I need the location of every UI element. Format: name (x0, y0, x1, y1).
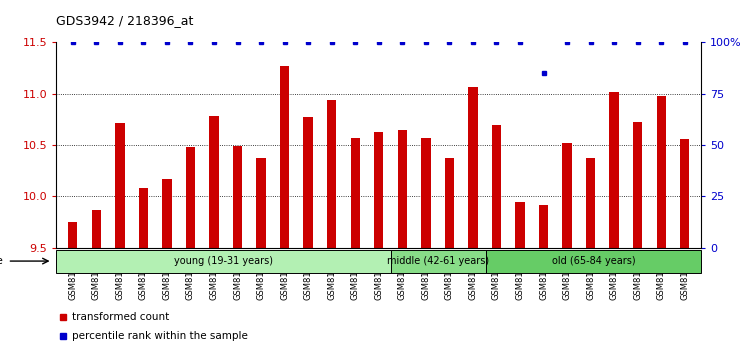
Text: old (65-84 years): old (65-84 years) (552, 256, 635, 266)
Bar (327, 100, 337, 248)
Bar (374, 132, 383, 248)
Bar (115, 122, 125, 248)
Bar (139, 188, 148, 248)
Bar (586, 159, 596, 248)
Bar (186, 147, 195, 248)
Text: age: age (0, 256, 4, 266)
Bar (232, 146, 242, 248)
Bar (92, 210, 101, 248)
Bar (421, 138, 430, 248)
Bar (398, 130, 407, 248)
Bar (562, 143, 572, 248)
Bar (468, 87, 478, 248)
Bar (391, 250, 486, 273)
Bar (56, 250, 391, 273)
Bar (445, 159, 454, 248)
Bar (656, 96, 666, 248)
Bar (209, 116, 219, 248)
Bar (610, 92, 619, 248)
Bar (162, 179, 172, 248)
Text: middle (42-61 years): middle (42-61 years) (388, 256, 490, 266)
Bar (538, 205, 548, 248)
Bar (304, 118, 313, 248)
Text: transformed count: transformed count (72, 312, 170, 322)
Bar (633, 121, 643, 248)
Bar (486, 250, 701, 273)
Bar (492, 125, 501, 248)
Bar (515, 202, 525, 248)
Bar (280, 66, 290, 248)
Bar (350, 138, 360, 248)
Bar (256, 159, 265, 248)
Text: percentile rank within the sample: percentile rank within the sample (72, 331, 248, 341)
Text: young (19-31 years): young (19-31 years) (174, 256, 273, 266)
Text: GDS3942 / 218396_at: GDS3942 / 218396_at (56, 14, 194, 27)
Bar (680, 139, 689, 248)
Bar (68, 222, 77, 248)
